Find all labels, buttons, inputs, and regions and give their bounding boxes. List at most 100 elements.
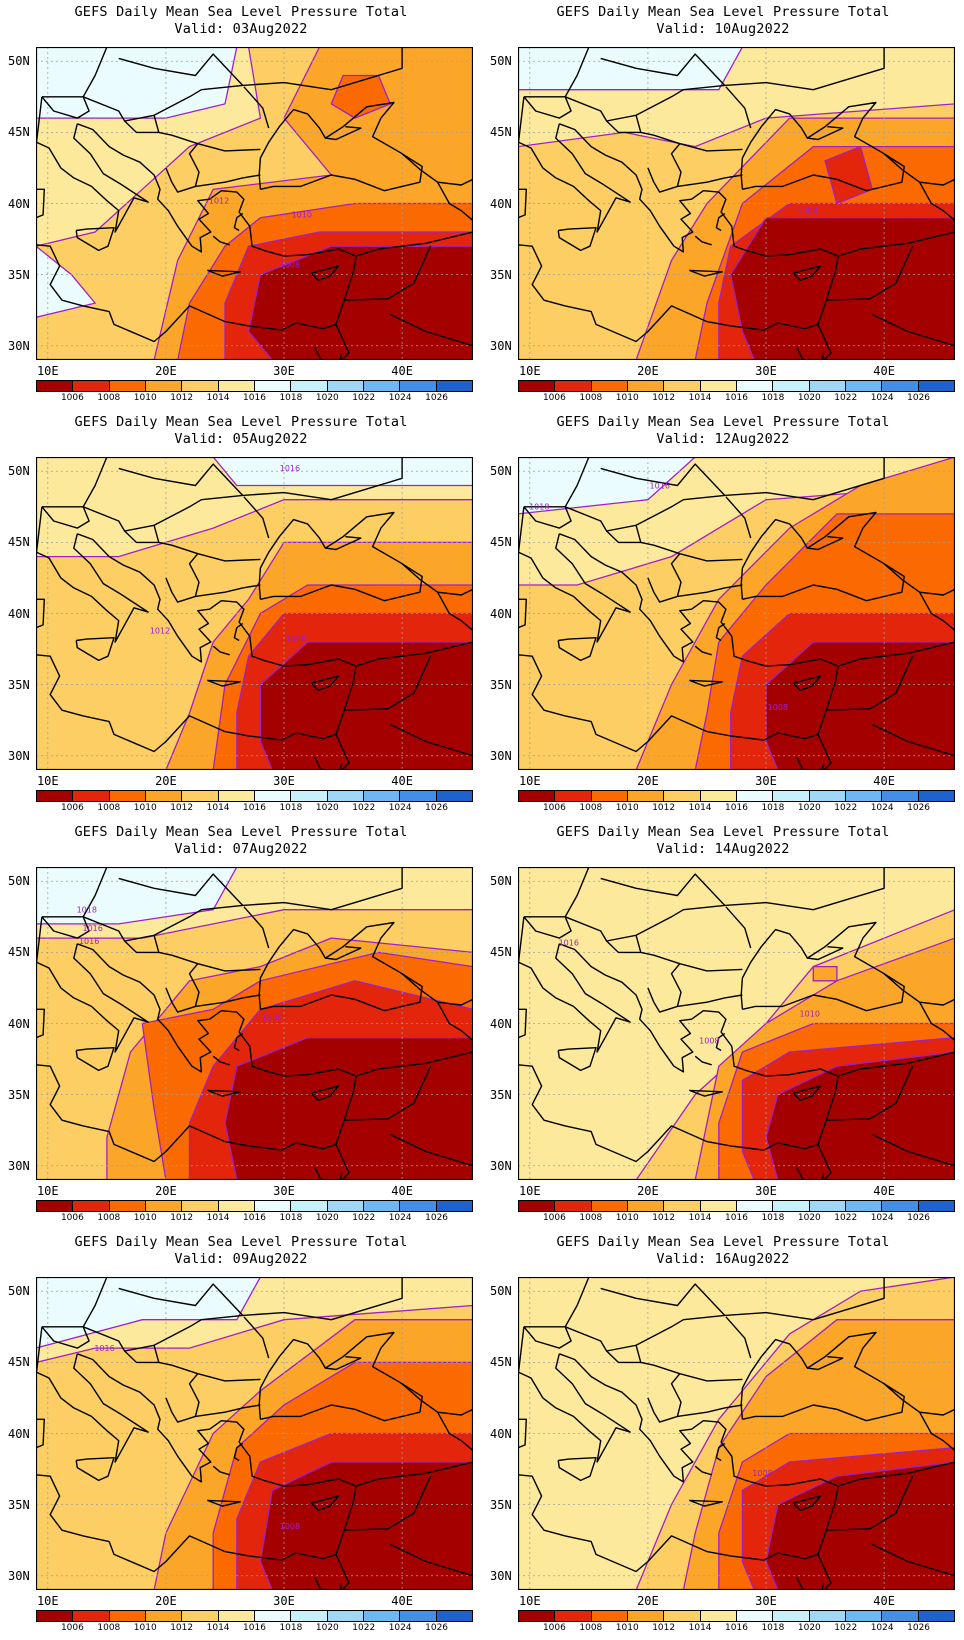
map-panel: GEFS Daily Mean Sea Level Pressure Total… <box>482 0 964 410</box>
colorbar-label: 1006 <box>542 1213 566 1223</box>
coastline <box>606 1350 641 1364</box>
panel-valid-date: Valid: 05Aug2022 <box>174 431 308 447</box>
coastline <box>792 1085 822 1102</box>
colorbar-swatch <box>436 1201 472 1211</box>
map-panel: GEFS Daily Mean Sea Level Pressure Total… <box>482 410 964 820</box>
longitude-label: 30E <box>273 364 295 378</box>
colorbar-label: 1026 <box>907 1623 931 1633</box>
colorbar-label: 1018 <box>279 1623 303 1633</box>
coastline <box>518 533 839 753</box>
coastline <box>670 1373 682 1417</box>
coastline <box>606 530 641 544</box>
colorbar-label: 1006 <box>60 803 84 813</box>
colorbar-label: 1008 <box>579 1623 603 1633</box>
coastline <box>335 1554 350 1590</box>
coastline <box>792 265 822 282</box>
latitude-label: 45N <box>8 535 30 550</box>
colorbar-label: 1024 <box>870 1213 894 1223</box>
longitude-label: 10E <box>518 774 541 788</box>
colorbar-swatch <box>591 1201 628 1211</box>
pressure-band <box>330 74 392 119</box>
latitude-label: 50N <box>8 874 30 889</box>
colorbar-swatch <box>73 1201 110 1211</box>
coastline <box>153 115 261 152</box>
colorbar-swatch <box>882 1201 919 1211</box>
coastline <box>207 269 242 277</box>
coastline <box>212 1055 230 1066</box>
contour-label: 1012 <box>150 626 170 635</box>
pressure-band <box>259 641 473 770</box>
colorbar-label: 1006 <box>60 393 84 403</box>
coastline <box>310 1085 340 1102</box>
colorbar-swatch <box>291 381 328 391</box>
coastline <box>153 935 261 972</box>
colorbar <box>518 1200 955 1212</box>
coastline <box>36 533 149 643</box>
colorbar-swatch <box>627 381 665 391</box>
colorbar <box>36 1610 473 1622</box>
colorbar-label: 1026 <box>425 393 449 403</box>
coastline <box>153 1345 261 1382</box>
colorbar-labels: 1006 1008 1010 1012 1014 1016 1018 1020 1022 1024… <box>36 1623 473 1635</box>
latitude-label: 50N <box>490 874 512 889</box>
coastline <box>817 324 832 360</box>
colorbar-swatch <box>37 381 74 391</box>
coastline <box>557 226 597 252</box>
colorbar-label: 1024 <box>388 803 412 813</box>
coastline <box>715 212 726 232</box>
panel-valid-date: Valid: 14Aug2022 <box>656 841 790 857</box>
colorbar-swatch <box>363 1201 401 1211</box>
colorbar-swatch <box>400 1201 437 1211</box>
colorbar <box>518 790 955 802</box>
colorbar-swatch <box>218 1611 255 1621</box>
contour-label: 1008 <box>699 1036 719 1045</box>
colorbar-swatch <box>845 1201 883 1211</box>
latitude-label: 40N <box>8 1016 30 1031</box>
pressure-map: 1008 <box>518 47 955 360</box>
coastline <box>165 987 261 1013</box>
pressure-map: 1016 1018 1008 <box>518 457 955 770</box>
latitude-label: 35N <box>8 267 30 282</box>
longitude-label: 10E <box>36 1594 59 1608</box>
coastline <box>355 1051 473 1077</box>
colorbar-swatch <box>182 1611 219 1621</box>
latitude-label: 50N <box>490 1284 512 1299</box>
coastline <box>837 231 955 257</box>
longitude-label: 20E <box>637 364 659 378</box>
coastline <box>36 1008 46 1039</box>
colorbar-label: 1020 <box>797 393 821 403</box>
latitude-label: 30N <box>8 1568 30 1583</box>
coastline <box>233 622 244 642</box>
colorbar-swatch <box>845 1611 883 1621</box>
colorbar-label: 1022 <box>834 1213 858 1223</box>
coastline <box>36 1353 357 1573</box>
colorbar-label: 1010 <box>133 1213 157 1223</box>
coastline <box>436 181 473 222</box>
colorbar-swatch <box>145 381 183 391</box>
colorbar-label: 1010 <box>615 803 639 813</box>
coastline <box>792 675 822 692</box>
coastline <box>36 123 149 233</box>
coastline <box>871 1543 955 1577</box>
colorbar-label: 1016 <box>725 393 748 403</box>
colorbar-swatch <box>809 1611 846 1621</box>
coastline <box>75 636 115 662</box>
colorbar-label: 1026 <box>907 1213 931 1223</box>
coastline <box>557 1456 597 1482</box>
colorbar-swatch <box>519 791 556 801</box>
colorbar-swatch <box>145 1611 183 1621</box>
colorbar-swatch <box>845 381 883 391</box>
longitude-label: 40E <box>391 364 413 378</box>
colorbar-label: 1026 <box>907 803 931 813</box>
colorbar-swatch <box>882 791 919 801</box>
coastline <box>518 1353 631 1463</box>
colorbar-swatch <box>664 791 701 801</box>
colorbar-swatch <box>555 381 592 391</box>
contour-label: 1008 <box>262 1014 282 1023</box>
coastline <box>325 126 362 141</box>
coastline <box>518 188 528 219</box>
coastline <box>883 1383 955 1416</box>
longitude-label: 40E <box>873 364 895 378</box>
latitude-label: 50N <box>8 464 30 479</box>
